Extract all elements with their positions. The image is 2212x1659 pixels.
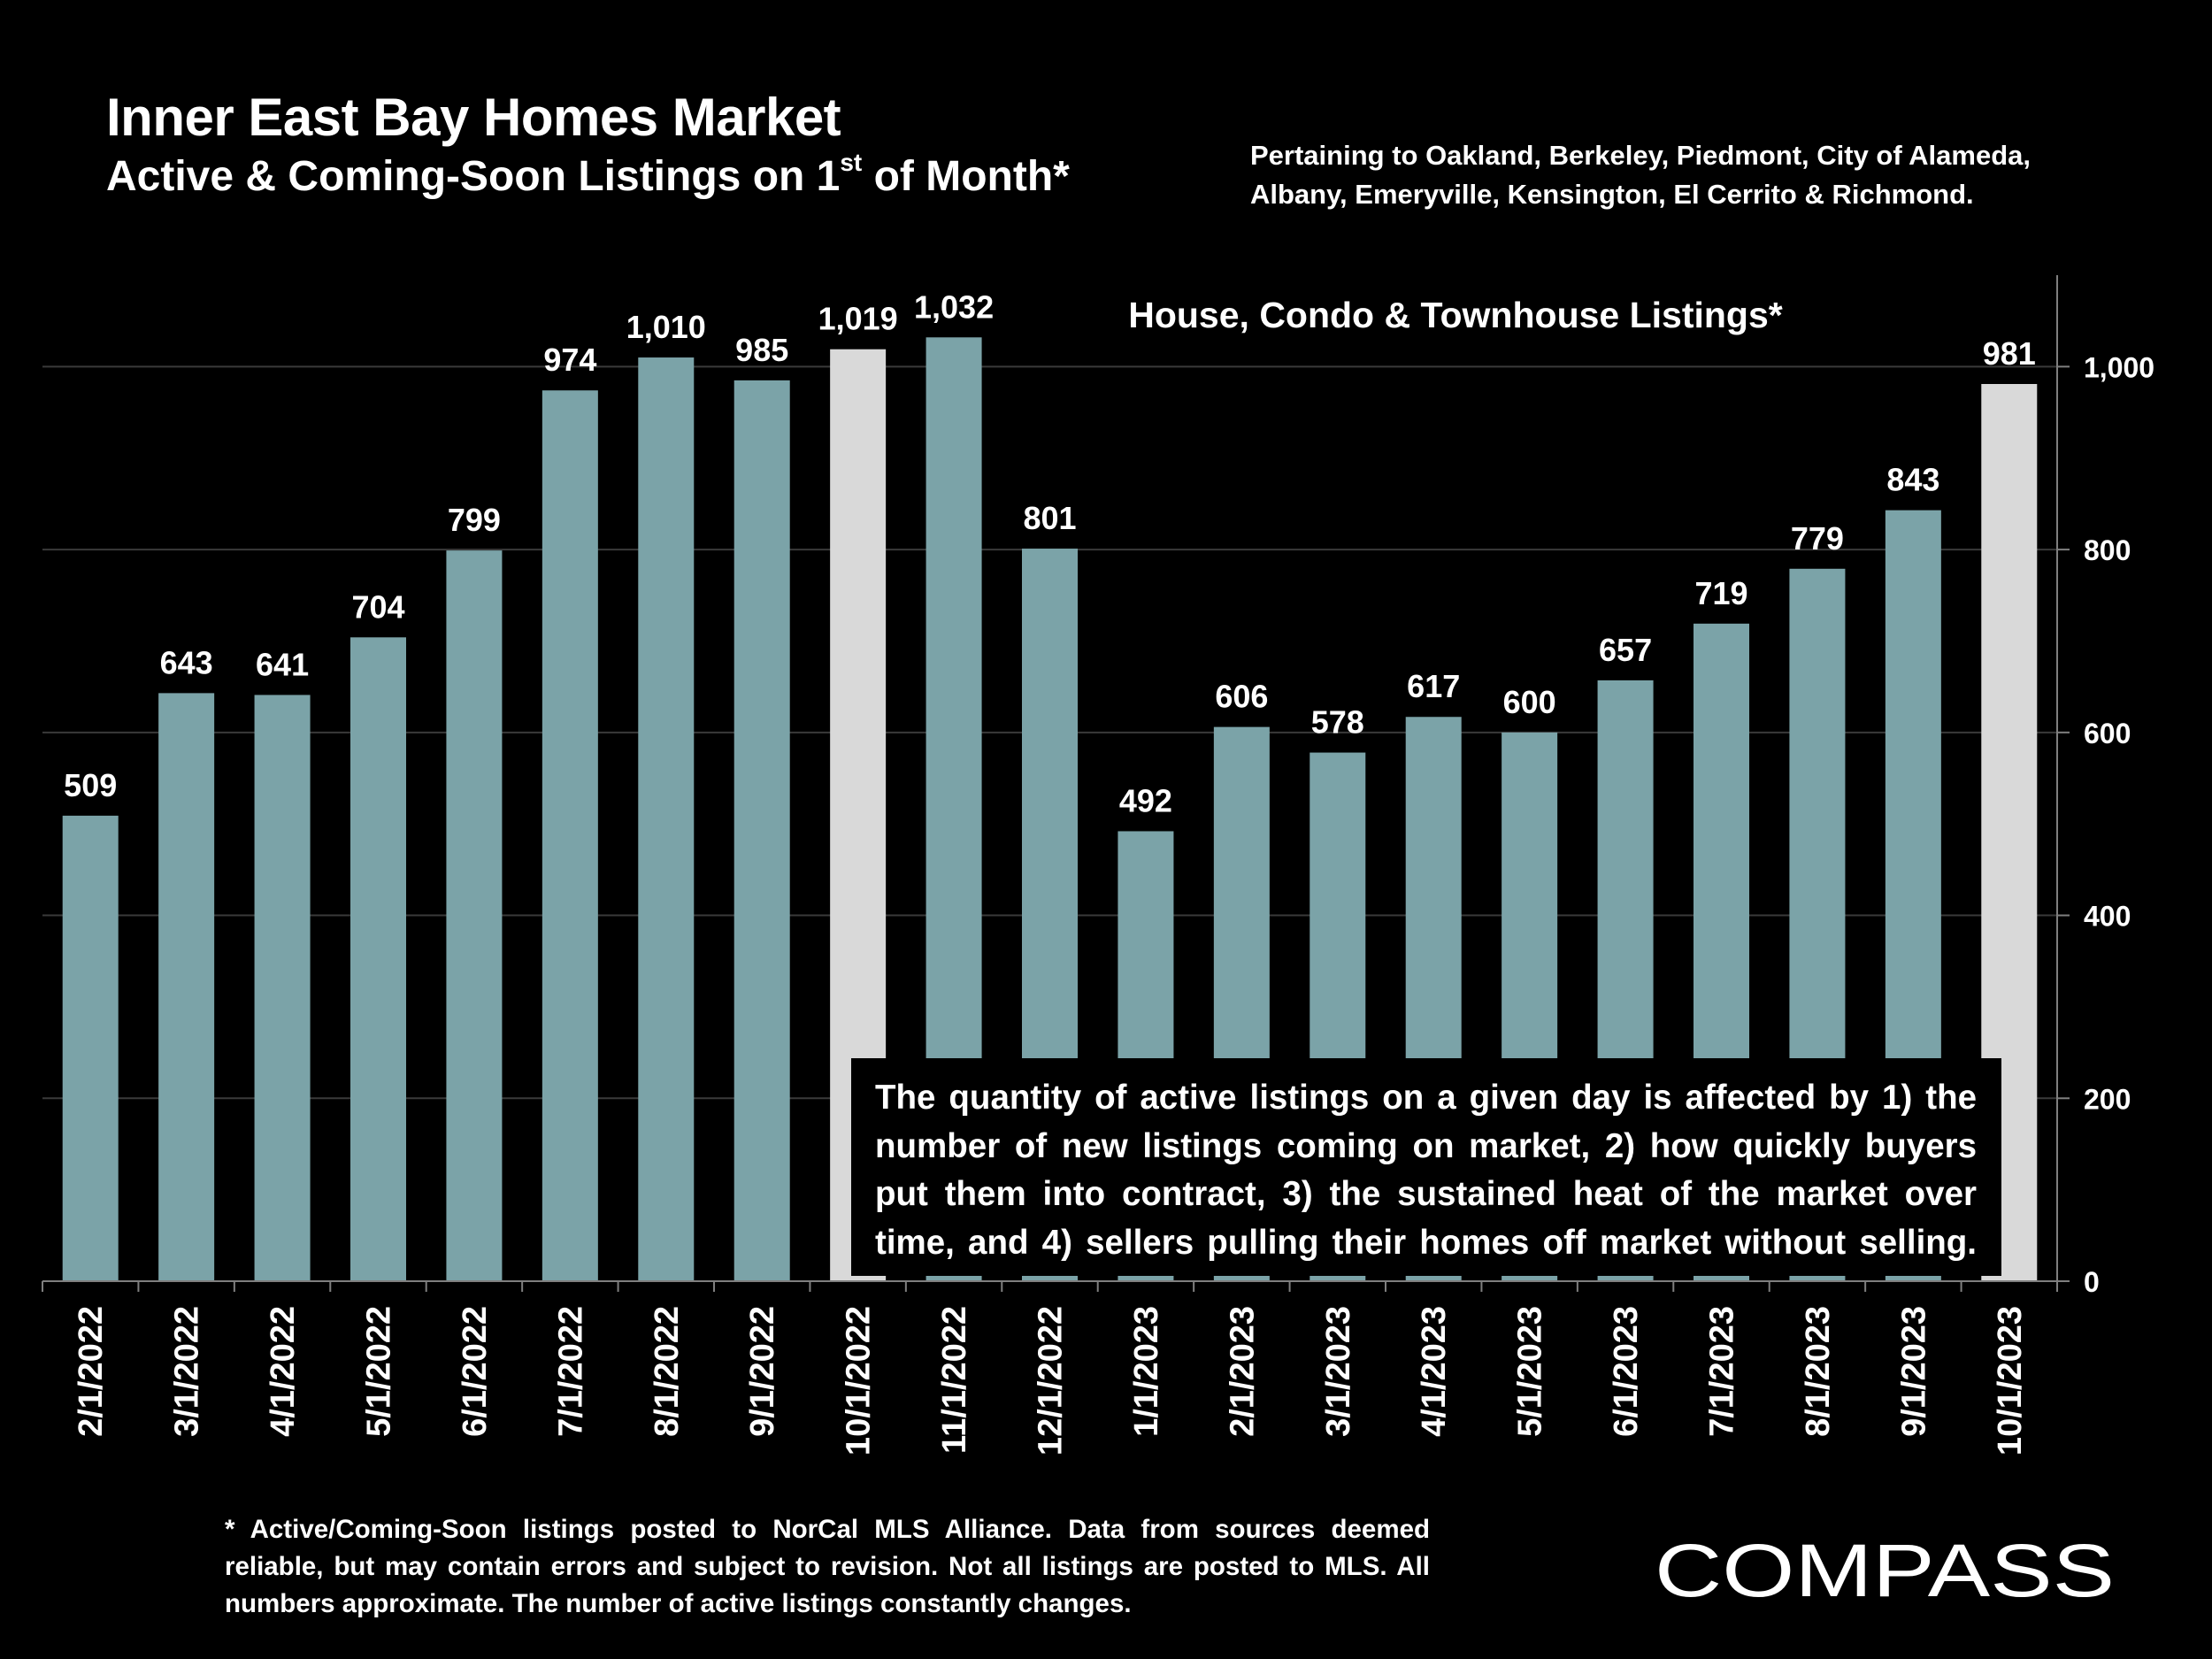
- x-tick-label: 8/1/2023: [1800, 1306, 1837, 1437]
- value-label: 801: [1023, 500, 1076, 536]
- bar-8-1-2022: [638, 357, 695, 1281]
- x-tick-label: 8/1/2022: [649, 1306, 686, 1437]
- x-tick-label: 7/1/2022: [552, 1306, 589, 1437]
- x-tick-label: 4/1/2023: [1416, 1306, 1453, 1437]
- footnote: * Active/Coming-Soon listings posted to …: [225, 1515, 1430, 1618]
- value-label: 1,019: [818, 301, 898, 337]
- compass-logo-text: COMPASS: [1655, 1529, 2115, 1612]
- x-tick-label: 7/1/2023: [1704, 1306, 1741, 1437]
- value-label: 704: [351, 588, 404, 625]
- value-label: 492: [1119, 782, 1172, 818]
- y-tick-label: 1,000: [2084, 351, 2154, 383]
- value-label: 985: [735, 332, 788, 368]
- value-label: 509: [64, 767, 117, 803]
- subtitle-end: of Month*: [862, 153, 1070, 200]
- x-tick-label: 3/1/2022: [169, 1306, 206, 1437]
- value-label: 617: [1407, 668, 1460, 704]
- bar-2-1-2022: [62, 815, 119, 1281]
- y-axis-labels: 0 200 400 600 800 1,000: [2084, 351, 2154, 1298]
- x-tick-label: 2/1/2022: [73, 1306, 110, 1437]
- x-tick-label: 6/1/2023: [1608, 1306, 1645, 1437]
- x-tick-label: 11/1/2022: [936, 1306, 973, 1454]
- value-label: 643: [160, 644, 213, 680]
- bar-3-1-2022: [158, 693, 215, 1281]
- value-label: 981: [1983, 335, 2036, 372]
- x-tick-label: 9/1/2023: [1895, 1306, 1932, 1437]
- x-tick-label: 6/1/2022: [457, 1306, 494, 1437]
- x-tick-label: 12/1/2022: [1033, 1306, 1070, 1455]
- callout-box: The quantity of active listings on a giv…: [851, 1058, 2001, 1276]
- y-tick-label: 400: [2084, 901, 2131, 933]
- value-label: 1,032: [914, 288, 994, 325]
- value-label: 657: [1599, 632, 1652, 668]
- page-subtitle: Active & Coming-Soon Listings on 1st of …: [106, 149, 1070, 201]
- x-tick-label: 9/1/2022: [744, 1306, 781, 1437]
- bar-5-1-2022: [350, 637, 406, 1281]
- y-tick-label: 200: [2084, 1083, 2131, 1115]
- x-tick-label: 10/1/2022: [841, 1306, 878, 1455]
- subtitle-superscript: st: [840, 149, 863, 176]
- value-label: 719: [1694, 575, 1747, 611]
- x-tick-label: 10/1/2023: [1992, 1306, 2029, 1455]
- value-label: 641: [256, 646, 309, 682]
- compass-logo: COMPASS: [1655, 1529, 2115, 1612]
- bar-4-1-2022: [254, 695, 311, 1281]
- y-tick-label: 0: [2084, 1266, 2100, 1298]
- value-label: 974: [543, 342, 596, 378]
- value-label: 1,010: [626, 309, 706, 345]
- subtitle-main: Active & Coming-Soon Listings on 1: [106, 153, 841, 200]
- value-label: 843: [1886, 462, 1939, 498]
- value-label: 600: [1503, 684, 1556, 720]
- x-tick-label: 3/1/2023: [1320, 1306, 1357, 1437]
- y-tick-label: 600: [2084, 718, 2131, 749]
- x-tick-label: 1/1/2023: [1128, 1306, 1165, 1437]
- y-tick-label: 800: [2084, 534, 2131, 566]
- chart-title: House, Condo & Townhouse Listings*: [1128, 295, 1783, 335]
- x-tick-label: 2/1/2023: [1224, 1306, 1261, 1437]
- value-label: 578: [1311, 704, 1364, 741]
- bar-7-1-2022: [541, 390, 598, 1282]
- x-tick-label: 5/1/2022: [361, 1306, 398, 1437]
- coverage-note: Pertaining to Oakland, Berkeley, Piedmon…: [1250, 140, 2031, 210]
- x-axis-labels: 2/1/2022 3/1/2022 4/1/2022 5/1/2022 6/1/2022…: [73, 1306, 2029, 1455]
- axes: [42, 275, 2070, 1292]
- page-title: Inner East Bay Homes Market: [106, 88, 841, 147]
- x-tick-label: 4/1/2022: [265, 1306, 302, 1437]
- value-label: 779: [1791, 520, 1844, 557]
- value-labels: 509 643 641 704 799 974 1,010 985 1,019 1,032 801 4…: [64, 288, 2036, 818]
- x-tick-label: 5/1/2023: [1512, 1306, 1549, 1437]
- value-label: 606: [1215, 679, 1268, 715]
- bar-6-1-2022: [446, 550, 503, 1281]
- bars: [62, 337, 2038, 1282]
- value-label: 799: [448, 502, 501, 538]
- bar-9-1-2022: [733, 380, 790, 1282]
